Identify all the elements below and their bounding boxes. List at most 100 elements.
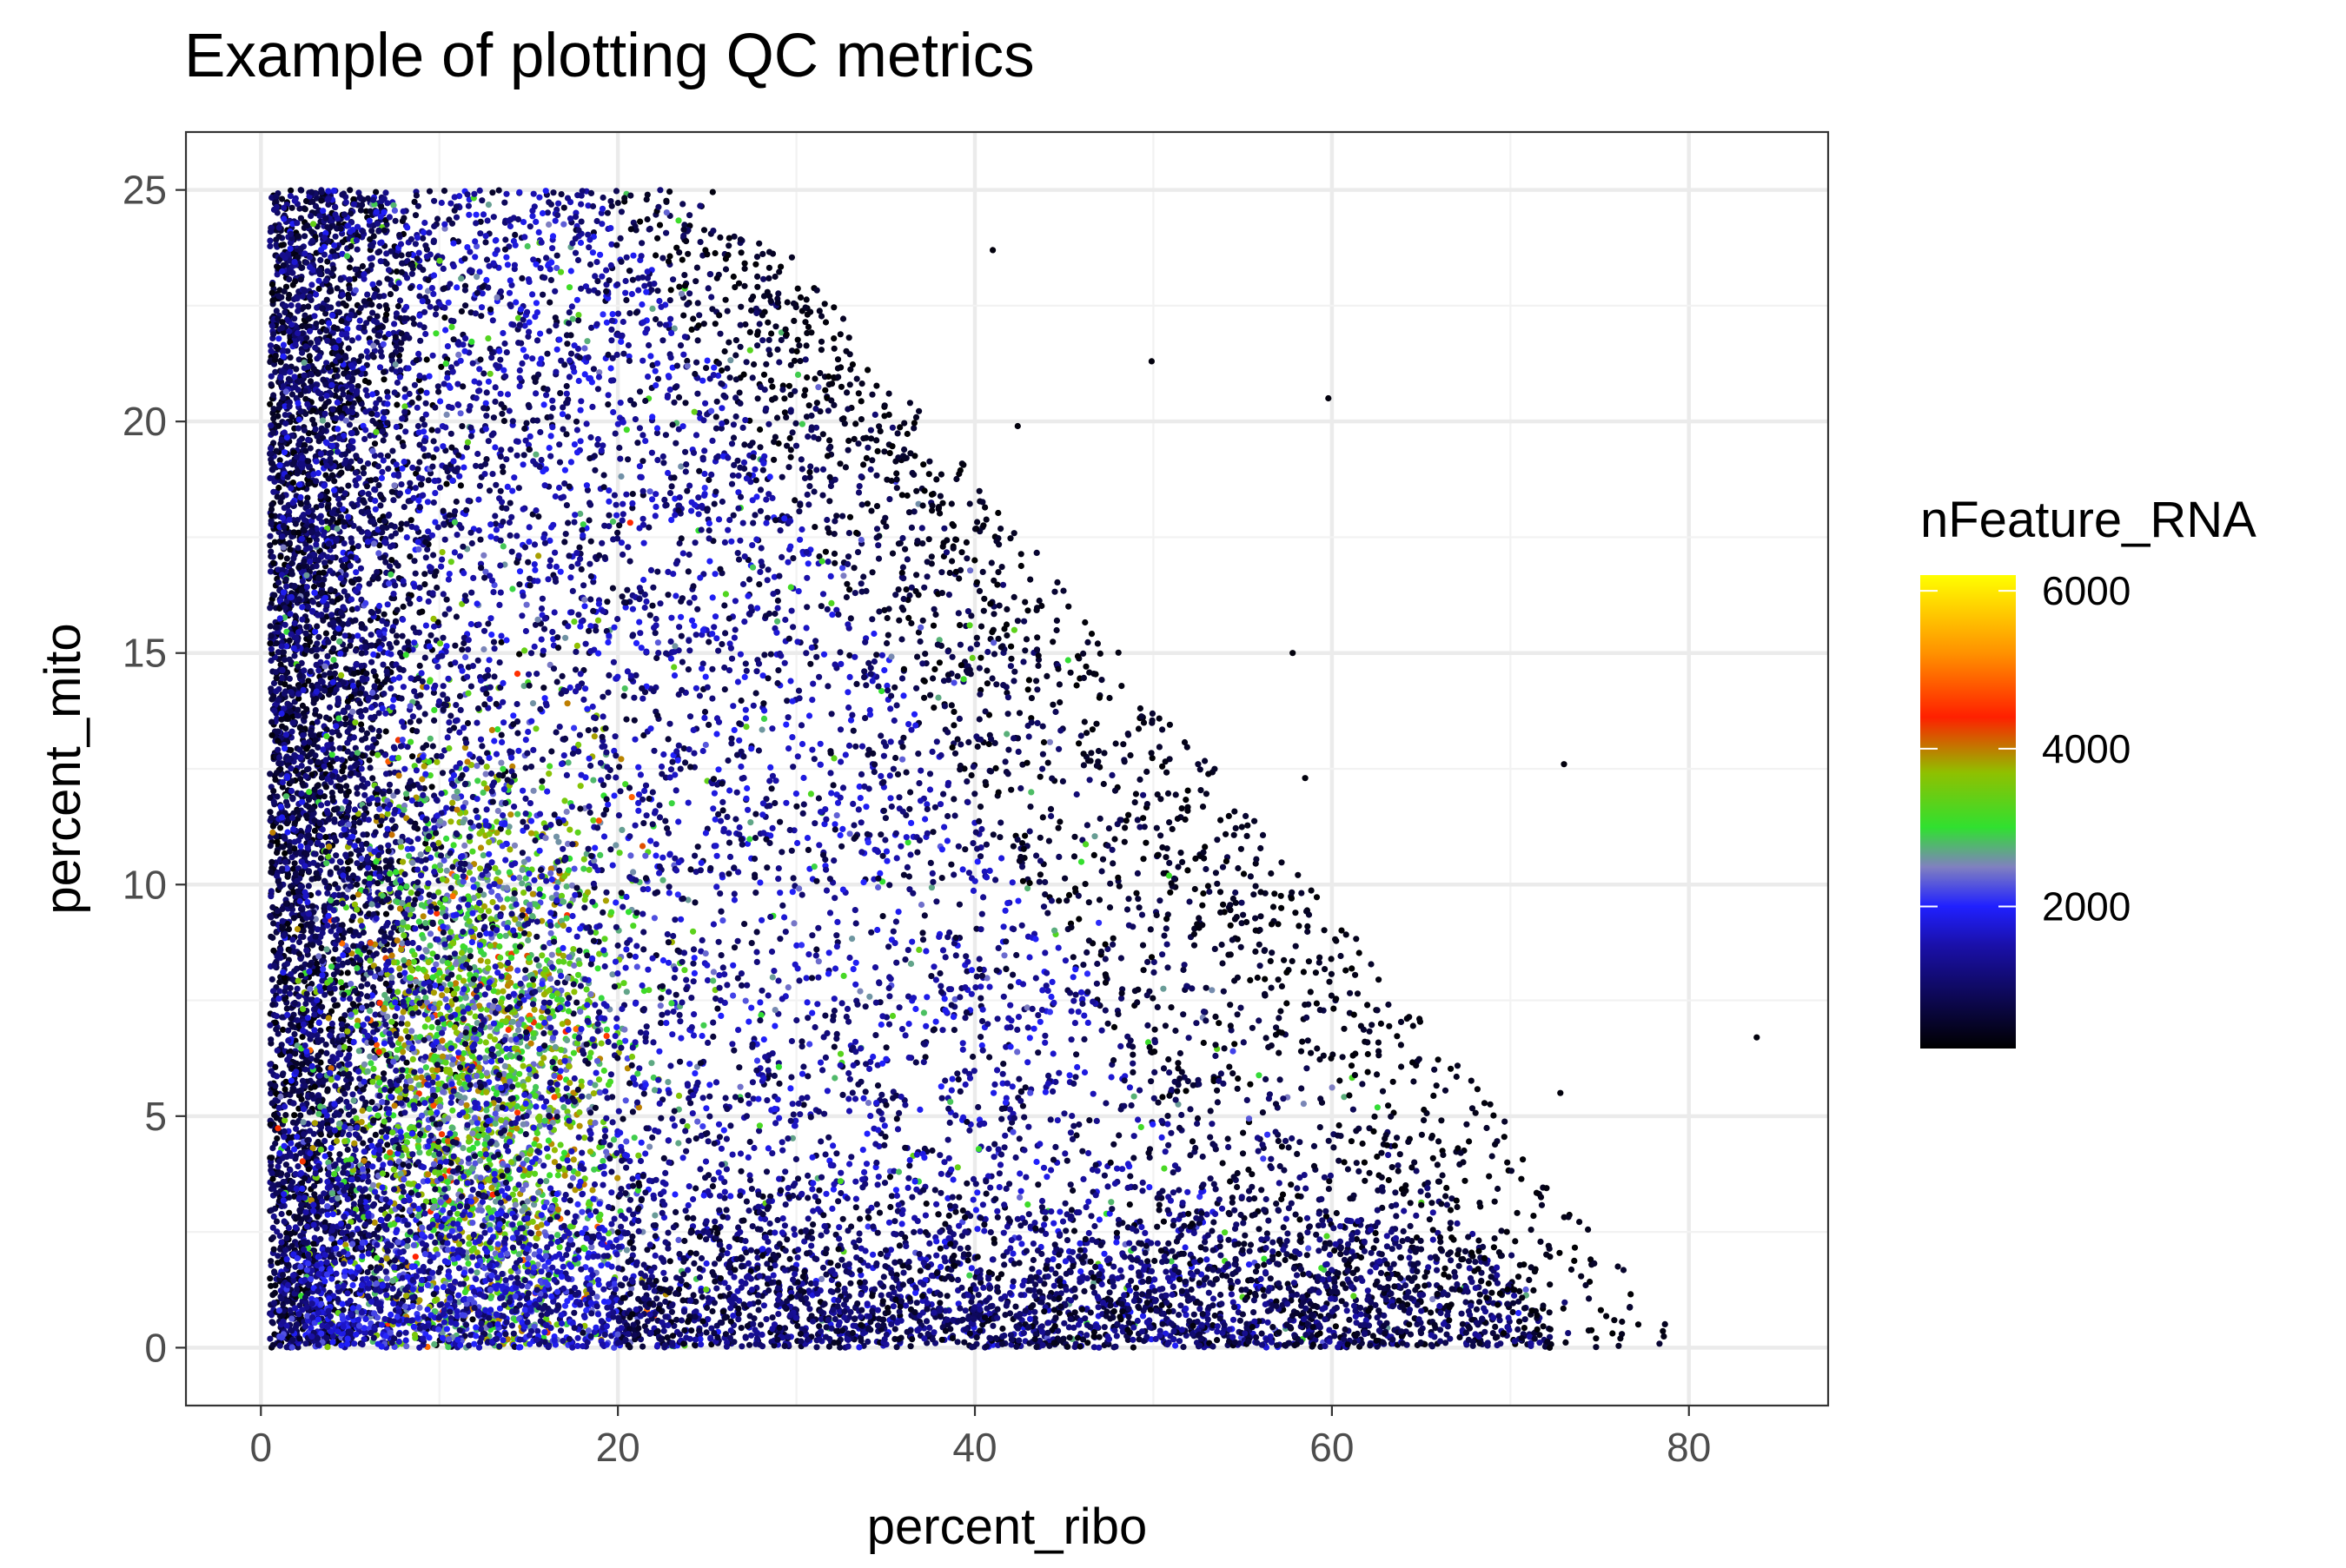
cell-point: [287, 546, 293, 552]
cell-point: [316, 438, 322, 444]
cell-point: [267, 771, 273, 777]
cell-point: [316, 1067, 322, 1073]
cell-point: [267, 1062, 273, 1068]
cell-point: [315, 1098, 321, 1104]
cell-point: [329, 407, 335, 413]
cell-point: [428, 427, 434, 433]
cell-point: [383, 911, 389, 917]
cell-point: [414, 357, 420, 363]
cell-point: [355, 247, 361, 253]
cell-point: [368, 659, 374, 665]
cell-point: [313, 427, 319, 433]
cell-point: [423, 400, 429, 407]
cell-point: [301, 304, 307, 310]
cell-point: [419, 609, 425, 615]
cell-point: [627, 852, 633, 858]
cell-point: [418, 481, 424, 487]
cell-point: [403, 1293, 409, 1299]
cell-point: [272, 539, 278, 546]
cell-point: [417, 785, 423, 791]
cell-point: [342, 715, 348, 721]
cell-point: [305, 458, 311, 464]
cell-point: [315, 634, 321, 640]
cell-point: [271, 707, 277, 713]
cell-point: [282, 691, 288, 697]
cell-point: [623, 1097, 629, 1103]
cell-point: [388, 930, 394, 936]
cell-point: [300, 1158, 306, 1164]
cell-point: [315, 875, 321, 881]
cell-point: [310, 1241, 316, 1247]
cell-point: [299, 1061, 305, 1067]
cell-point: [300, 294, 306, 300]
cell-point: [329, 510, 335, 516]
cell-point: [295, 233, 302, 239]
cell-point: [361, 945, 368, 951]
cell-point: [288, 985, 294, 991]
cell-point: [341, 519, 347, 525]
cell-point: [478, 313, 484, 319]
cell-point: [459, 308, 465, 314]
cell-point: [310, 407, 316, 414]
cell-point: [356, 396, 362, 402]
cell-point: [280, 918, 286, 924]
cell-point: [282, 996, 288, 1002]
cell-point: [358, 208, 364, 214]
cell-point: [454, 1211, 461, 1217]
cell-point: [295, 1163, 301, 1169]
cell-point: [629, 794, 635, 800]
cell-point: [327, 687, 333, 693]
cell-point: [345, 749, 351, 755]
cell-point: [268, 1121, 274, 1128]
cell-point: [270, 392, 276, 398]
cell-point: [269, 976, 275, 982]
cell-point: [302, 1340, 308, 1346]
cell-point: [298, 276, 304, 282]
cell-point: [357, 458, 363, 464]
cell-point: [570, 946, 576, 952]
cell-point: [306, 315, 312, 321]
cell-point: [324, 268, 330, 275]
cell-point: [614, 1175, 620, 1181]
cell-point: [489, 899, 495, 905]
cell-point: [321, 1138, 328, 1144]
cell-point: [613, 842, 619, 848]
cell-point: [273, 625, 279, 631]
cell-point: [269, 460, 275, 466]
cell-point: [268, 521, 275, 527]
cell-point: [358, 621, 364, 627]
cell-point: [422, 655, 428, 661]
cell-point: [314, 646, 320, 652]
cell-point: [308, 758, 314, 764]
cell-point: [368, 228, 374, 234]
cell-point: [279, 1211, 285, 1217]
cell-point: [302, 373, 308, 379]
cell-point: [323, 715, 329, 721]
cell-point: [421, 764, 427, 770]
cell-point: [388, 557, 394, 563]
cell-point: [319, 519, 325, 526]
cell-point: [552, 1147, 558, 1153]
cell-point: [296, 1207, 302, 1214]
cell-point: [298, 501, 304, 507]
cell-point: [274, 850, 280, 856]
chart-title: Example of plotting QC metrics: [184, 22, 1035, 90]
cell-point: [417, 692, 423, 698]
cell-point: [381, 376, 387, 382]
cell-point: [350, 943, 356, 949]
cell-point: [373, 1132, 379, 1138]
cell-point: [407, 553, 413, 559]
cell-point: [394, 632, 400, 638]
cell-point: [431, 438, 437, 444]
cell-point: [375, 463, 381, 469]
cell-point: [372, 1220, 378, 1226]
cell-point: [319, 189, 325, 195]
cell-point: [362, 378, 368, 384]
cell-point: [280, 1027, 286, 1033]
cell-point: [350, 579, 356, 586]
cell-point: [291, 652, 297, 658]
cell-point: [409, 753, 415, 759]
cell-point: [366, 491, 372, 497]
cell-point: [328, 869, 334, 875]
